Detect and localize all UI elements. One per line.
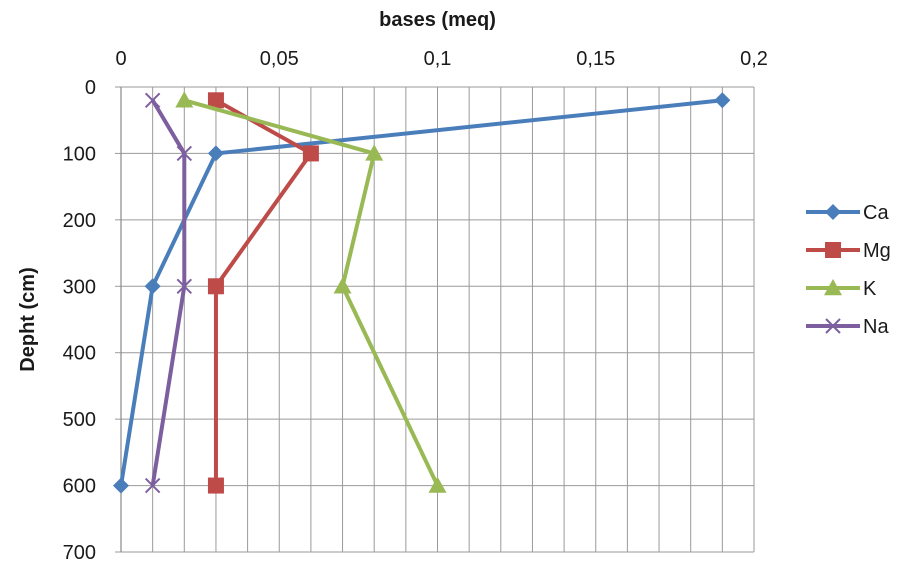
y-tick-label: 300 — [63, 276, 96, 298]
y-tick-label: 600 — [63, 476, 96, 498]
data-point-k — [333, 277, 352, 294]
series-line-na — [150, 99, 187, 486]
series-na — [144, 92, 193, 494]
data-point-na — [144, 92, 161, 108]
x-tick-label: 0 — [115, 48, 126, 70]
series-layer — [113, 91, 731, 494]
data-point-ca — [113, 477, 129, 494]
legend-label-k: K — [863, 278, 877, 300]
data-point-na — [144, 477, 161, 494]
data-point-ca — [207, 145, 224, 162]
series-ca — [113, 92, 731, 494]
data-point-na-stroke — [176, 278, 193, 294]
series-line-mg — [213, 98, 313, 486]
legend-marker-na — [825, 318, 841, 334]
legend: Ca Mg K Na — [806, 202, 891, 338]
y-tick-labels: 0 100 200 300 400 500 600 700 — [63, 77, 96, 562]
legend-label-mg: Mg — [863, 240, 891, 262]
x-tick-label: 0,2 — [740, 48, 768, 70]
legend-label-na: Na — [863, 316, 889, 338]
data-point-k — [428, 476, 447, 493]
legend-item-ca: Ca — [806, 202, 889, 224]
x-tick-label: 0,15 — [576, 48, 615, 70]
legend-marker-na-stroke — [825, 318, 841, 334]
data-point-ca — [144, 278, 161, 295]
legend-marker-mg — [825, 242, 841, 258]
legend-item-k: K — [806, 278, 877, 300]
y-tick-label: 100 — [63, 143, 96, 165]
data-point-na — [176, 145, 193, 162]
x-tick-label: 0,05 — [260, 48, 299, 70]
data-point-na-stroke — [176, 145, 193, 162]
y-tick-label: 200 — [63, 210, 96, 232]
data-point-k — [175, 91, 194, 108]
data-point-na-stroke — [144, 477, 161, 494]
data-point-na-stroke — [144, 92, 161, 108]
y-tick-label: 700 — [63, 542, 96, 562]
data-point-ca — [714, 92, 731, 109]
data-point-k — [365, 144, 384, 161]
y-tick-label: 0 — [85, 77, 96, 99]
series-mg — [207, 92, 319, 494]
y-tick-label: 400 — [63, 343, 96, 365]
legend-item-na: Na — [806, 316, 889, 338]
y-tick-label: 500 — [63, 409, 96, 431]
x-axis-title: bases (meq) — [379, 9, 496, 31]
data-point-na — [176, 278, 193, 294]
data-point-mg — [207, 278, 224, 295]
legend-label-ca: Ca — [863, 202, 889, 224]
data-point-mg — [207, 92, 224, 109]
data-point-mg — [302, 145, 319, 162]
series-k — [175, 91, 447, 493]
legend-marker-k — [824, 279, 842, 296]
data-point-mg — [207, 477, 224, 494]
x-tick-labels: 0 0,05 0,1 0,15 0,2 — [115, 48, 767, 70]
y-axis-title: Depht (cm) — [17, 267, 39, 371]
legend-item-mg: Mg — [806, 240, 891, 262]
x-tick-label: 0,1 — [424, 48, 452, 70]
series-line-k — [183, 98, 440, 487]
legend-marker-ca — [825, 204, 841, 220]
